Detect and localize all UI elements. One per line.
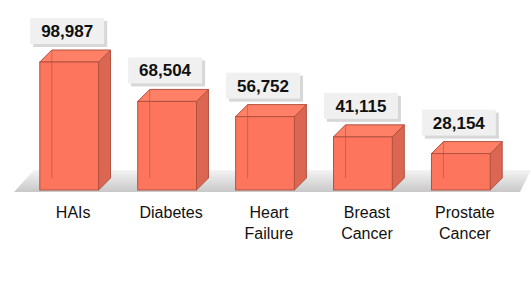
data-labels: 98,987 68,504 56,752 41,115 28,154 — [30, 18, 499, 139]
bar-back-edge — [247, 105, 248, 178]
bar — [334, 125, 405, 190]
bar-top — [236, 105, 307, 117]
tick-label: HAIs — [56, 204, 91, 221]
bar-side — [294, 105, 306, 190]
data-label: 28,154 — [433, 114, 486, 133]
bar — [40, 50, 111, 190]
tick-label-line: Failure — [245, 225, 294, 242]
label-box — [30, 18, 104, 44]
bar-top — [40, 50, 111, 62]
data-label: 98,987 — [41, 22, 93, 41]
data-label: 41,115 — [335, 97, 386, 116]
x-axis-labels: HAIsDiabetesHeartFailureBreastCancerPros… — [56, 204, 495, 242]
bar — [236, 105, 307, 190]
plot-area — [40, 50, 502, 190]
bar-back-edge — [51, 50, 52, 178]
label-box — [226, 73, 300, 99]
data-label: 56,752 — [237, 77, 289, 96]
bar-front — [236, 117, 295, 190]
bar-back-edge — [345, 125, 346, 178]
bar — [138, 89, 209, 190]
bar-front — [138, 101, 197, 190]
tick-label: Diabetes — [140, 204, 203, 221]
bar-front — [40, 62, 99, 190]
bar-top — [431, 142, 502, 154]
label-box — [128, 57, 202, 83]
chart: 98,987 68,504 56,752 41,115 28,154 HAIs Diabet… — [0, 0, 531, 292]
tick-label: Breast Cancer — [341, 204, 393, 242]
tick-label-line: Heart — [249, 204, 289, 221]
tick-label-line: Cancer — [439, 225, 491, 242]
tick-label-line: HAIs — [56, 204, 91, 221]
label-box — [422, 110, 496, 136]
bar-front — [334, 137, 393, 190]
bar-top — [334, 125, 405, 137]
tick-label-line: Prostate — [435, 204, 495, 221]
bar-top — [138, 89, 209, 101]
bar-back-edge — [443, 142, 444, 178]
tick-label: Heart Failure — [245, 204, 294, 242]
tick-label-line: Breast — [344, 204, 391, 221]
bar-front — [431, 154, 490, 190]
bar-back-edge — [149, 89, 150, 178]
data-label: 68,504 — [139, 61, 192, 80]
bar-side — [196, 89, 208, 190]
tick-label-line: Cancer — [341, 225, 393, 242]
bar — [431, 142, 502, 190]
bar-side — [99, 50, 111, 190]
label-box — [324, 93, 398, 119]
tick-label: Prostate Cancer — [435, 204, 495, 242]
tick-label-line: Diabetes — [140, 204, 203, 221]
